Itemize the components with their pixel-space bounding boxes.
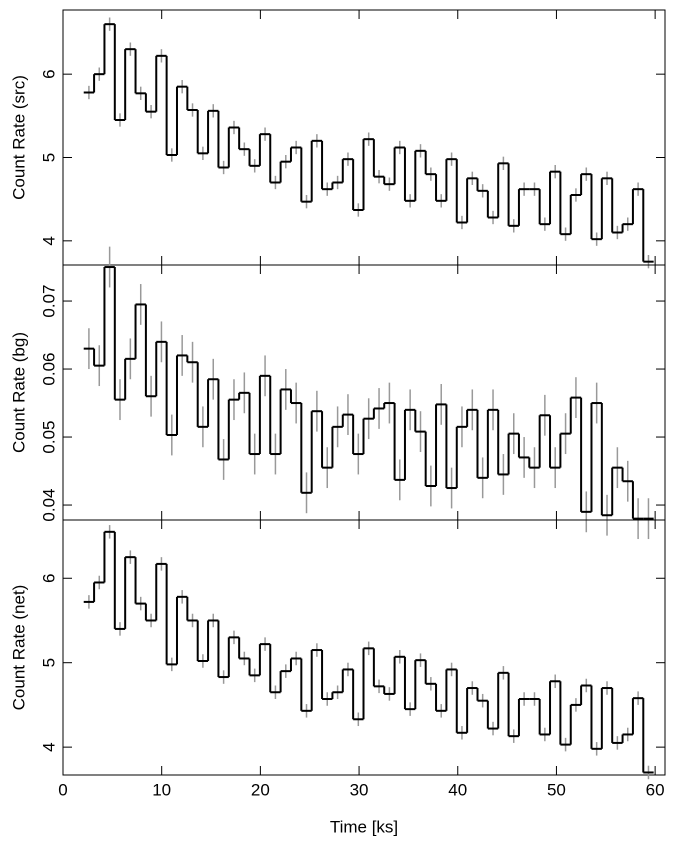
x-tick-label: 50 (547, 780, 566, 799)
y-tick-label: 4 (39, 742, 58, 751)
y-tick-label: 0.05 (39, 420, 58, 453)
x-tick-label: 30 (350, 780, 369, 799)
y-tick-label: 6 (39, 574, 58, 583)
x-tick-label: 20 (251, 780, 270, 799)
y-tick-label: 5 (39, 153, 58, 162)
y-axis-label: Count Rate (net) (9, 585, 28, 711)
y-tick-label: 4 (39, 236, 58, 245)
y-tick-label: 0.07 (39, 284, 58, 317)
plot-frame (62, 519, 666, 776)
y-tick-label: 0.06 (39, 352, 58, 385)
x-tick-label: 0 (58, 780, 67, 799)
x-tick-label: 60 (646, 780, 665, 799)
x-tick-label: 40 (448, 780, 467, 799)
y-tick-label: 0.04 (39, 488, 58, 521)
plot-frame (62, 264, 666, 521)
y-tick-label: 5 (39, 658, 58, 667)
plot-frame (62, 9, 666, 266)
x-tick-label: 10 (152, 780, 171, 799)
x-axis-label: Time [ks] (330, 817, 398, 836)
y-tick-label: 6 (39, 69, 58, 78)
y-axis-label: Count Rate (bg) (9, 332, 28, 453)
y-axis-label: Count Rate (src) (9, 75, 28, 200)
